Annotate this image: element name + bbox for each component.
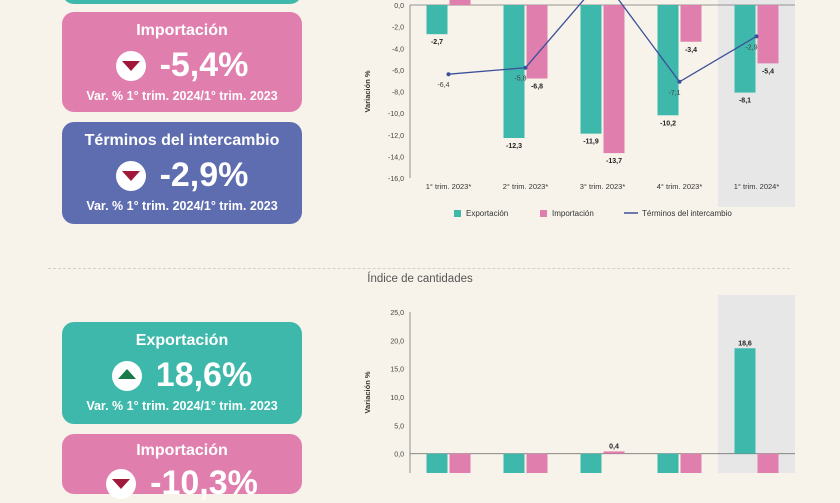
highlight-band bbox=[718, 0, 795, 207]
y-tick-label: 25,0 bbox=[390, 310, 404, 317]
y-tick-label: 10,0 bbox=[390, 395, 404, 402]
x-tick-label: 4° trim. 2023* bbox=[657, 182, 703, 191]
importacion-bar bbox=[680, 5, 702, 42]
terminos-point bbox=[523, 65, 528, 70]
y-tick-label: 15,0 bbox=[390, 367, 404, 374]
exportacion-bar bbox=[657, 5, 679, 116]
legend-label: Términos del intercambio bbox=[642, 209, 732, 218]
exportacion-cantidades-card: Exportación 18,6% Var. % 1° trim. 2024/1… bbox=[62, 322, 302, 424]
exportacion-bar bbox=[426, 453, 448, 473]
importacion-bar bbox=[757, 453, 779, 473]
exportacion-data-label: -10,2 bbox=[660, 120, 676, 127]
exportacion-bar bbox=[734, 5, 756, 93]
exportacion-bar bbox=[580, 453, 602, 473]
importacion-bar bbox=[603, 451, 625, 454]
importacion-bar bbox=[449, 0, 471, 5]
card-subtitle: Var. % 1° trim. 2024/1° trim. 2023 bbox=[86, 399, 278, 413]
importacion-bar bbox=[603, 5, 625, 154]
terminos-card: Términos del intercambio -2,9% Var. % 1°… bbox=[62, 122, 302, 224]
exportacion-data-label: -12,3 bbox=[506, 143, 522, 150]
x-tick-label: 2° trim. 2023* bbox=[503, 182, 549, 191]
exportacion-data-label: -2,7 bbox=[431, 39, 443, 46]
terminos-point bbox=[446, 72, 451, 77]
arrow-down-icon bbox=[106, 468, 137, 499]
card-value: -2,9% bbox=[159, 156, 249, 194]
y-axis-label: Variación % bbox=[363, 371, 372, 413]
y-tick-label: -2,0 bbox=[392, 25, 404, 32]
x-tick-label: 1° trim. 2024* bbox=[734, 182, 780, 191]
y-axis-label: Variación % bbox=[363, 70, 372, 112]
importacion-data-label: -3,4 bbox=[685, 47, 697, 54]
legend-label: Exportación bbox=[466, 209, 508, 218]
exportacion-precios-card bbox=[62, 0, 302, 4]
card-value: -10,3% bbox=[150, 464, 258, 502]
exportacion-bar bbox=[657, 453, 679, 473]
exportacion-data-label: 18,6 bbox=[738, 340, 752, 347]
exportacion-data-label: -11,9 bbox=[583, 139, 599, 146]
terminos-data-label: -6,4 bbox=[437, 82, 449, 89]
exportacion-bar bbox=[503, 5, 525, 138]
card-value: -5,4% bbox=[159, 46, 249, 84]
card-subtitle: Var. % 1° trim. 2024/1° trim. 2023 bbox=[86, 89, 278, 103]
importacion-bar bbox=[680, 453, 702, 473]
section-title: Índice de cantidades bbox=[367, 273, 473, 285]
terminos-point bbox=[754, 34, 759, 39]
importacion-data-label: 0,4 bbox=[609, 443, 619, 450]
terminos-point bbox=[677, 79, 682, 84]
importacion-bar bbox=[757, 5, 779, 64]
exportacion-bar bbox=[734, 348, 756, 454]
arrow-down-icon bbox=[115, 50, 146, 81]
exportacion-bar bbox=[426, 5, 448, 35]
exportacion-data-label: -8,1 bbox=[739, 98, 751, 105]
y-tick-label: 0,0 bbox=[394, 452, 404, 459]
importacion-precios-card: Importación -5,4% Var. % 1° trim. 2024/1… bbox=[62, 12, 302, 112]
precios-chart: 0,0 -2,0 -4,0 -6,0 -8,0 -10,0 -12,0 -14,0 -16,0 V… bbox=[363, 0, 795, 218]
x-tick-label: 1° trim. 2023* bbox=[426, 182, 472, 191]
card-title: Exportación bbox=[135, 332, 229, 349]
card-value: 18,6% bbox=[155, 356, 253, 394]
legend-label: Importación bbox=[552, 209, 594, 218]
y-tick-label: -14,0 bbox=[388, 154, 404, 161]
terminos-data-label: -7,1 bbox=[668, 90, 680, 97]
terminos-data-label: -2,9 bbox=[745, 44, 757, 51]
y-tick-label: -6,0 bbox=[392, 68, 404, 75]
arrow-down-icon bbox=[115, 160, 146, 191]
terminos-line bbox=[448, 0, 757, 83]
y-tick-label: -12,0 bbox=[388, 133, 404, 140]
card-subtitle: Var. % 1° trim. 2024/1° trim. 2023 bbox=[86, 199, 278, 213]
card-title: Importación bbox=[136, 22, 228, 39]
y-tick-label: -4,0 bbox=[392, 46, 404, 53]
importacion-bar bbox=[526, 5, 548, 79]
y-tick-label: 0,0 bbox=[394, 3, 404, 10]
terminos-data-label: -5,8 bbox=[514, 76, 526, 83]
arrow-up-icon bbox=[111, 360, 142, 391]
exportacion-bar bbox=[503, 453, 525, 473]
importacion-data-label: -13,7 bbox=[606, 158, 622, 165]
y-tick-label: -16,0 bbox=[388, 176, 404, 183]
card-title: Términos del intercambio bbox=[84, 132, 280, 149]
legend-swatch-importacion bbox=[540, 210, 547, 217]
importacion-bar bbox=[526, 453, 548, 473]
importacion-cantidades-card: Importación -10,3% bbox=[62, 434, 302, 502]
x-tick-label: 3° trim. 2023* bbox=[580, 182, 626, 191]
importacion-data-label: -6,8 bbox=[531, 84, 543, 91]
exportacion-bar bbox=[580, 5, 602, 134]
importacion-bar bbox=[449, 453, 471, 473]
y-tick-label: 20,0 bbox=[390, 338, 404, 345]
y-tick-label: -10,0 bbox=[388, 111, 404, 118]
card-title: Importación bbox=[136, 442, 228, 459]
legend-swatch-exportacion bbox=[454, 210, 461, 217]
y-tick-label: -8,0 bbox=[392, 90, 404, 97]
highlight-band bbox=[718, 295, 795, 473]
importacion-data-label: -5,4 bbox=[762, 68, 774, 75]
y-tick-label: 5,0 bbox=[394, 423, 404, 430]
section-divider bbox=[48, 268, 790, 269]
